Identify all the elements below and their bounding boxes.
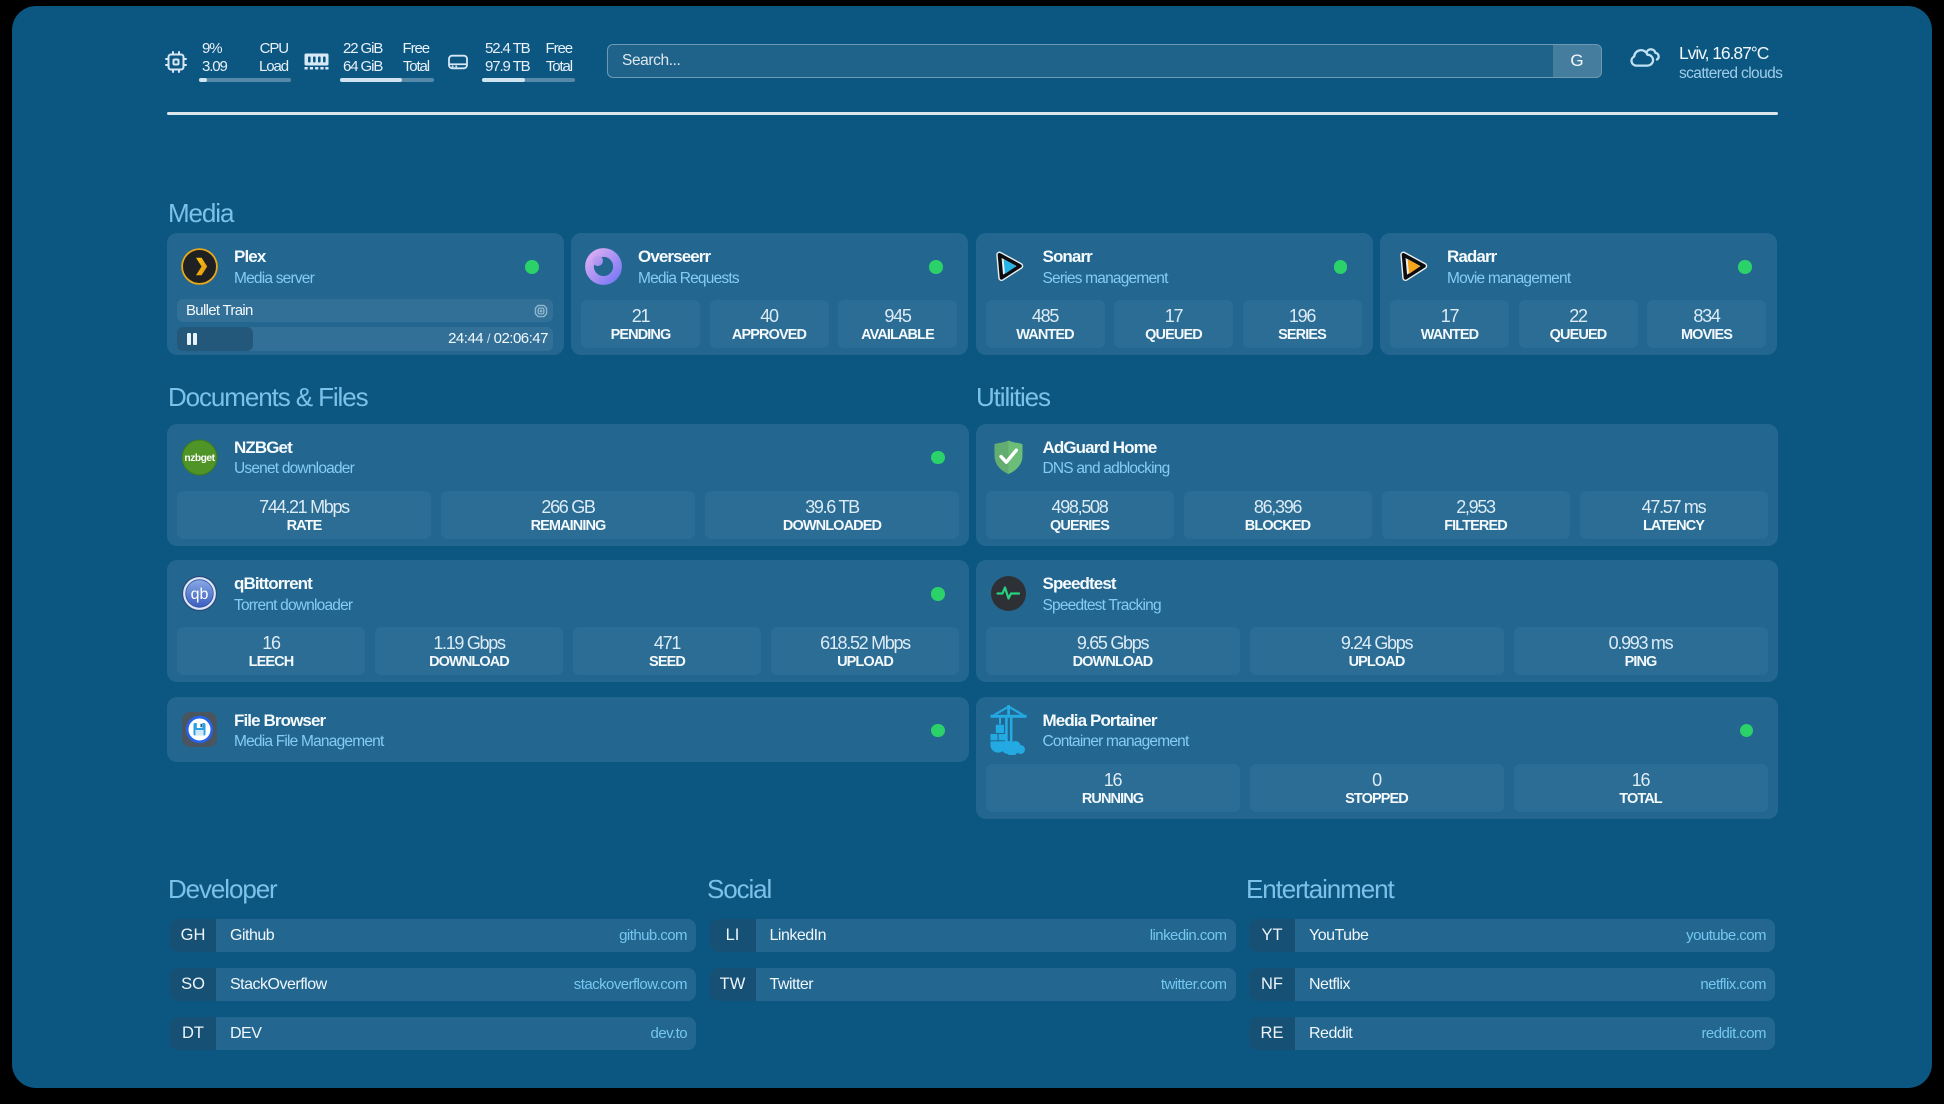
svg-text:nzbget: nzbget: [184, 453, 215, 464]
svg-text:qb: qb: [191, 586, 209, 603]
